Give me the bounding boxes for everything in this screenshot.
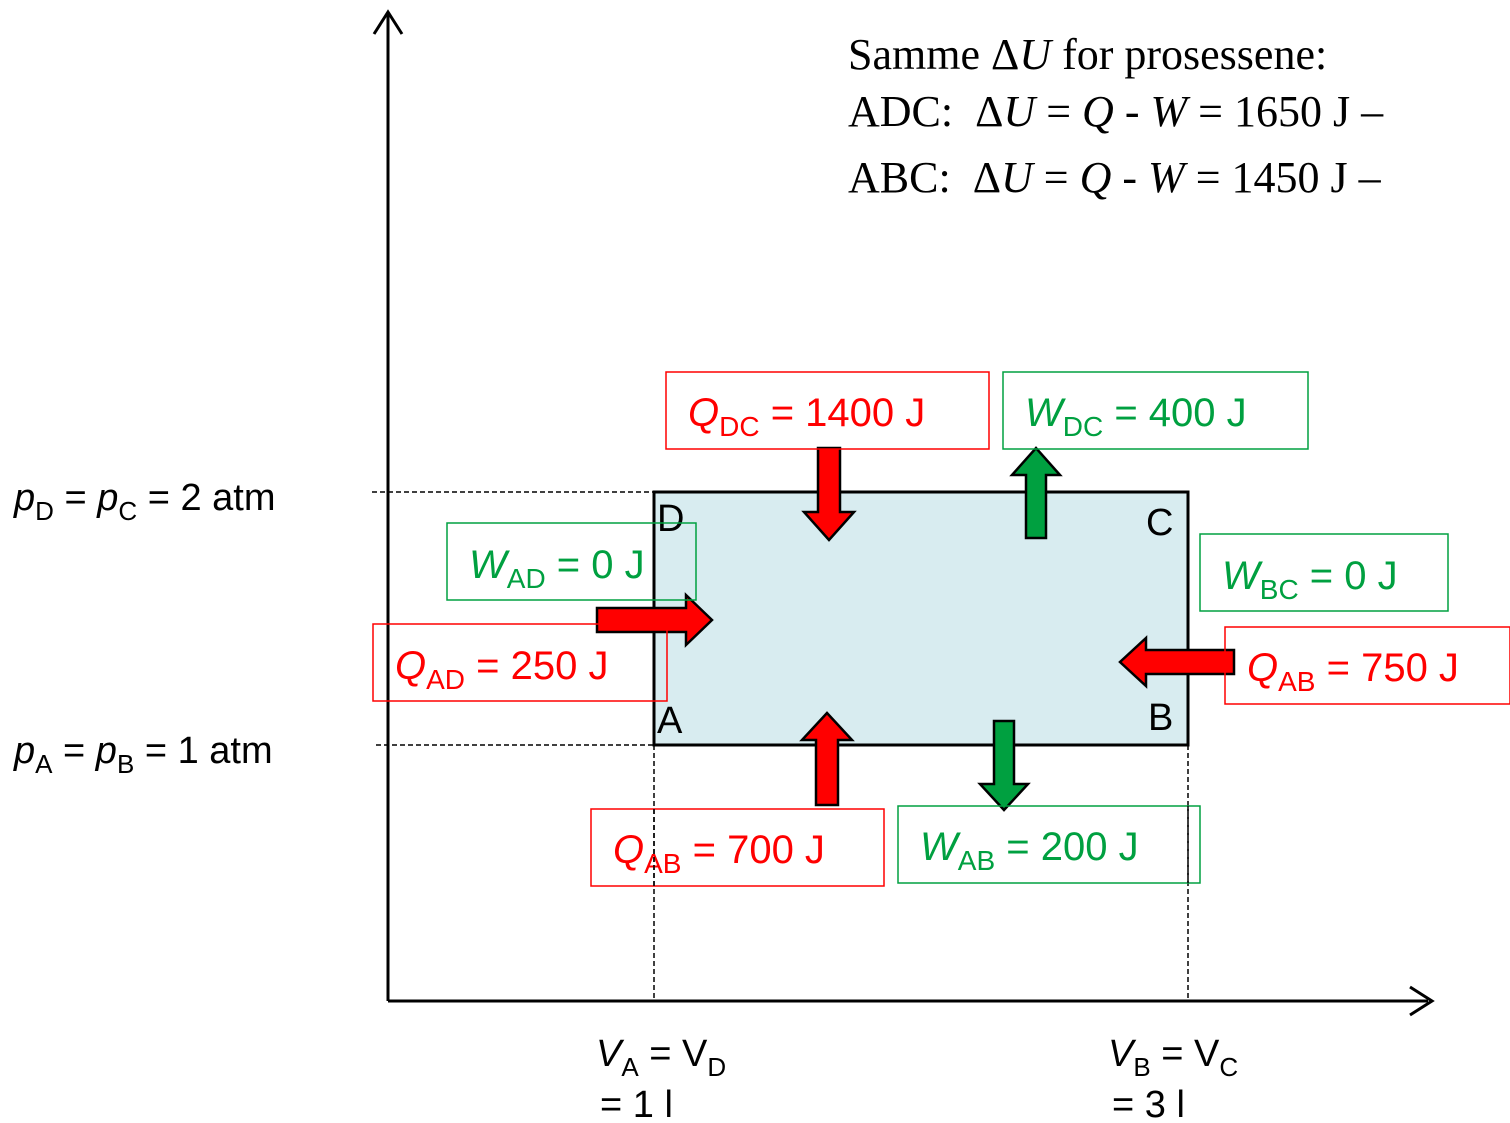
work-arrow-dc [1009,446,1063,540]
vertex-a: A [657,700,683,742]
pressure-label-lower: pA = pB = 1 atm [13,730,273,779]
q-bc-label: QAB = 750 J [1247,646,1459,697]
pressure-label-upper: pD = pC = 2 atm [13,477,276,526]
q-bc-box [1224,626,1510,705]
w-ab-label: WAB = 200 J [920,825,1139,876]
heat-arrow-ad [595,592,714,648]
w-bc-box [1199,533,1449,612]
volume-label-left-line2: = 1 l [600,1084,673,1123]
p-axis-arrowhead [372,9,404,35]
note-line-3: ABC: ΔU = Q - W = 1450 J – [848,153,1382,202]
volume-label-right: VB = VC [1108,1033,1238,1082]
heat-arrow-dc [801,446,857,542]
v-axis-arrowhead [1409,985,1435,1017]
q-ad-box [372,623,668,702]
volume-label-left: VA = VD [596,1033,726,1082]
volume-label-right-line2: = 3 l [1112,1084,1185,1123]
w-bc-label: WBC = 0 J [1222,554,1398,605]
q-dc-label: QDC = 1400 J [688,391,925,442]
w-ad-label: WAD = 0 J [469,543,645,594]
heat-arrow-ab [799,711,855,807]
note-line-2: ADC: ΔU = Q - W = 1650 J – [848,87,1384,136]
w-dc-box [1002,371,1309,450]
process-region [652,490,1190,747]
q-ab-box [590,808,885,887]
w-dc-label: WDC = 400 J [1025,391,1247,442]
q-ab-label: QAB = 700 J [613,828,825,879]
note-line-1: Samme ΔU for prosessene: [848,30,1327,79]
heat-arrow-bc [1118,635,1236,689]
vertex-b: B [1148,697,1173,739]
q-ad-label: QAD = 250 J [395,644,608,695]
work-arrow-ab [977,719,1031,812]
w-ab-box [897,805,1201,884]
vertex-c: C [1146,502,1173,544]
q-dc-box [665,371,990,450]
vertex-d: D [657,498,684,540]
w-ad-box [446,522,697,601]
